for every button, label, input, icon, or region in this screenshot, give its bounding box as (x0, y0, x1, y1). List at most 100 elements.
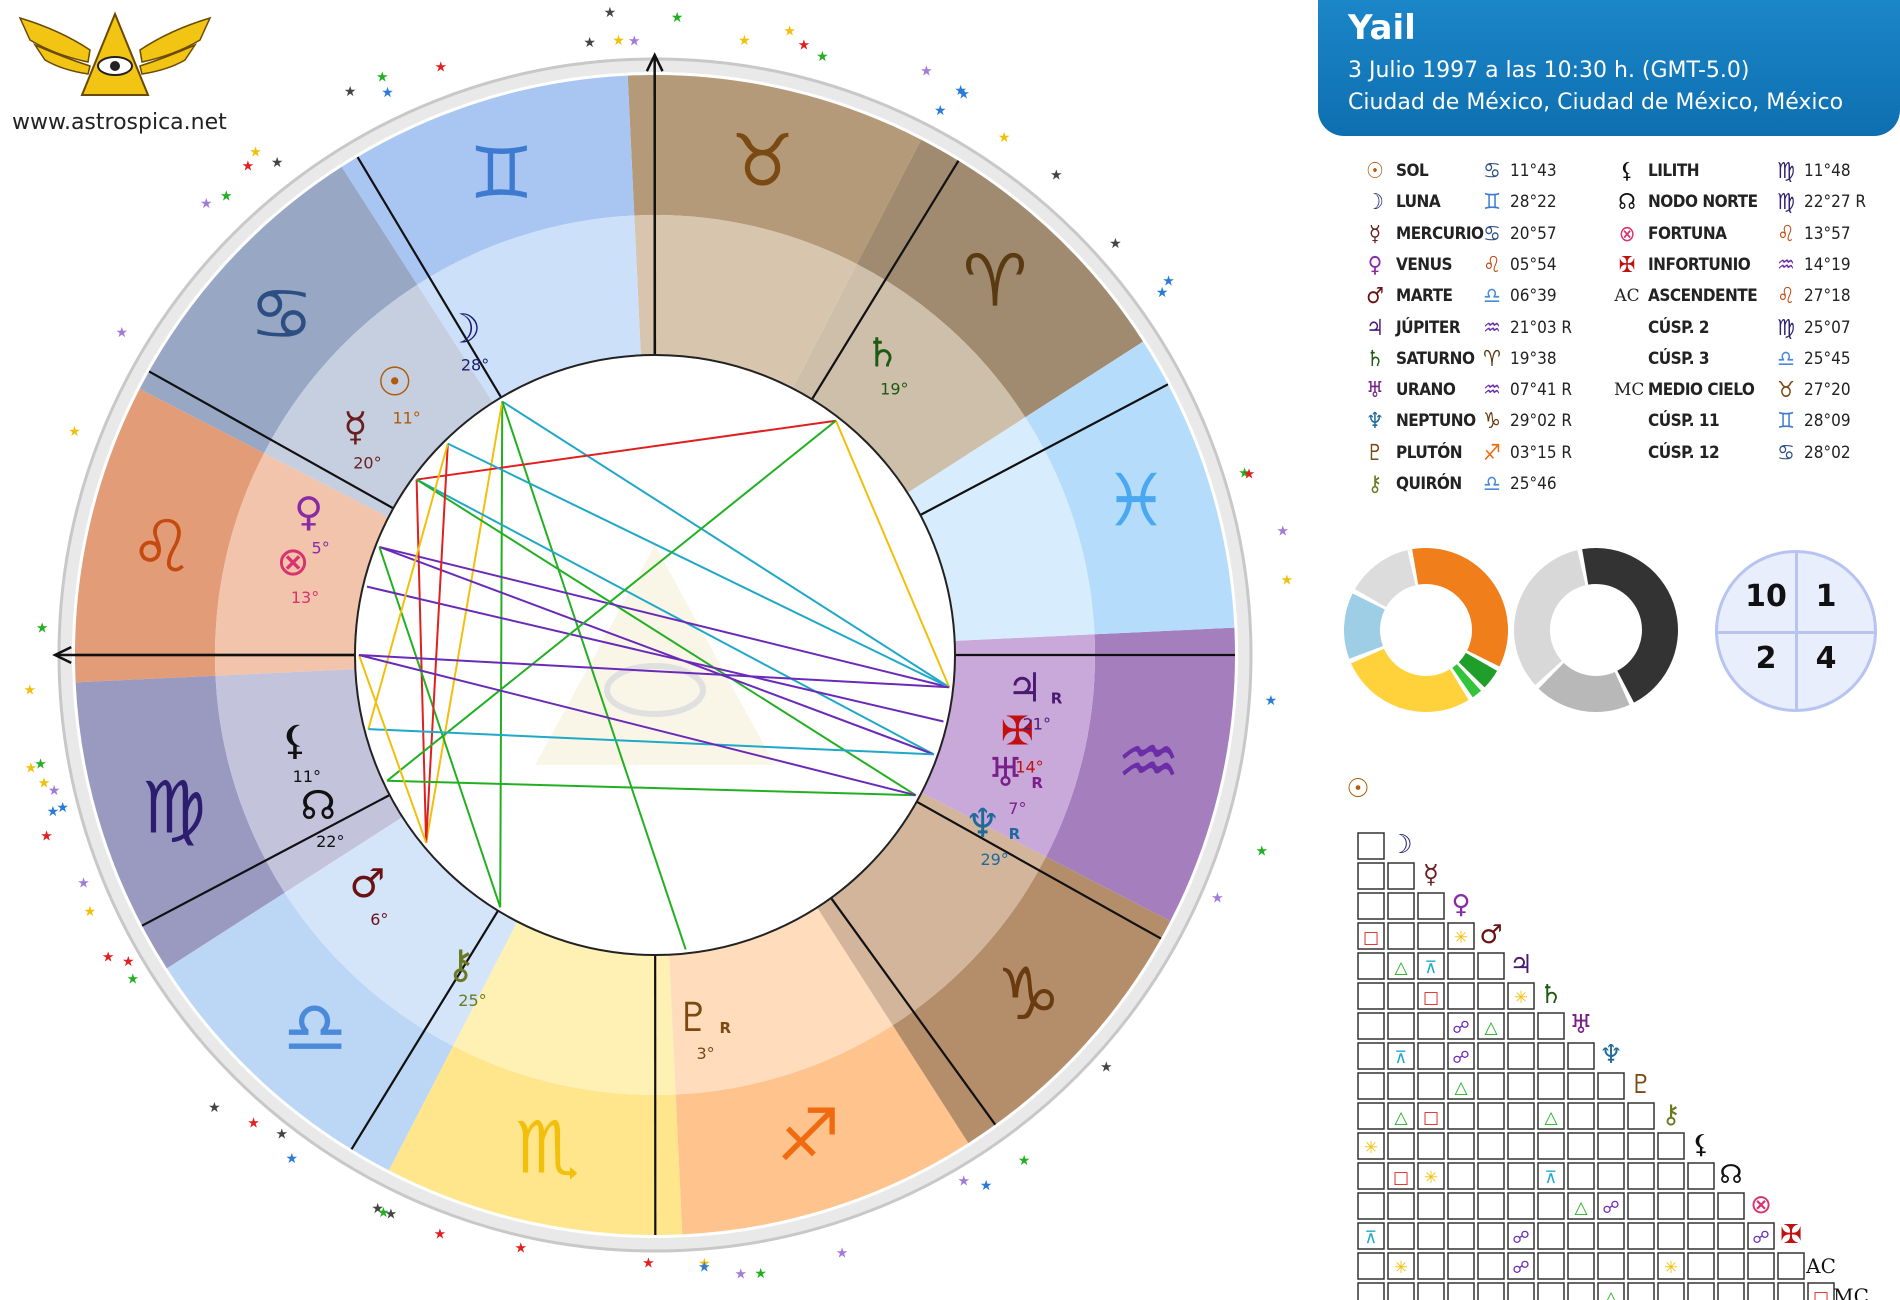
taurus-icon: ♉ (1777, 378, 1795, 404)
aspect-grid-glyph: ☽ (1389, 830, 1412, 860)
planet-position: 28°02 (1804, 442, 1851, 463)
planet-position: 25°45 (1804, 348, 1851, 369)
aspect-cell (1387, 1072, 1415, 1100)
star-icon: ★ (1109, 236, 1122, 252)
aspect-line (368, 728, 934, 756)
aspect-cell (1537, 1132, 1565, 1160)
brand-logo[interactable]: www.astrospica.net (0, 0, 260, 150)
planet-row: AC ASCENDENTE ♌ 27°18 (1614, 281, 1874, 312)
uranus-icon[interactable]: ♅ 7° R (987, 750, 1043, 818)
planet-row: ♅ URANO ♒ 07°41 R (1362, 375, 1622, 406)
aries-icon: ♈ (963, 238, 1028, 322)
quadrant-count-4: 4 (1815, 641, 1837, 676)
house-band-segment (817, 792, 1046, 1026)
aspect-line (425, 443, 449, 843)
north-node-icon[interactable]: ☊ 22° (301, 783, 345, 851)
aspect-cell (1387, 1222, 1415, 1250)
aspect-cell (1357, 1252, 1385, 1280)
donut-segment (1354, 550, 1416, 608)
infortune-icon[interactable]: ✠ 14° (1001, 709, 1044, 777)
aspect-symbol: ✳ (1454, 928, 1468, 948)
saturn-icon[interactable]: ♄ 19° (864, 331, 908, 399)
aspect-cell (1687, 1222, 1715, 1250)
aspect-cell (1747, 1222, 1775, 1250)
aspect-grid-glyph: ✠ (1780, 1220, 1802, 1250)
aspect-cell (1627, 1102, 1655, 1130)
jupiter-icon[interactable]: ♃ 21°R (1007, 665, 1063, 733)
aspect-cell (1477, 1042, 1505, 1070)
venus-icon: ♀ (1367, 252, 1383, 278)
venus-icon-glyph: ♀ (294, 489, 323, 535)
chiron-icon-glyph: ⚷ (446, 942, 475, 988)
saturn-icon-glyph: ♄ (864, 331, 900, 377)
star-icon: ★ (628, 33, 641, 49)
aspect-cell (1567, 1132, 1595, 1160)
star-icon: ★ (40, 828, 53, 844)
virgo-icon: ♍ (1777, 159, 1795, 184)
planet-degree: 13° (291, 588, 319, 607)
star-icon: ★ (1100, 1059, 1113, 1075)
star-icon: ★ (271, 155, 284, 171)
aspect-cell (1357, 1072, 1385, 1100)
aspect-cell (1477, 982, 1505, 1010)
sun-icon[interactable]: ☉ 11° (377, 359, 421, 427)
star-icon: ★ (208, 1100, 221, 1116)
aspect-cell (1537, 1162, 1565, 1190)
star-icon: ★ (1256, 843, 1269, 859)
aspect-cell (1627, 1162, 1655, 1190)
aspect-line (386, 419, 837, 782)
star-icon: ★ (1211, 890, 1224, 906)
star-icon: ★ (514, 1241, 527, 1257)
moon-icon[interactable]: ☽ 28° (445, 306, 489, 374)
mars-icon[interactable]: ♂ 6° (349, 861, 388, 929)
planet-row: MC MEDIO CIELO ♉ 27°20 (1614, 375, 1874, 406)
aspect-cell (1357, 922, 1385, 950)
aspect-cell (1507, 1012, 1535, 1040)
aspect-cell (1567, 1282, 1595, 1300)
star-icon: ★ (698, 1256, 711, 1272)
brand-url[interactable]: www.astrospica.net (12, 110, 227, 135)
house-cusp-line (141, 794, 391, 927)
aspect-symbol: ☍ (1452, 1048, 1469, 1068)
aspect-cell (1507, 1102, 1535, 1130)
planet-name: MEDIO CIELO (1648, 380, 1755, 401)
aspect-cell (1447, 1072, 1475, 1100)
house-band-segment (264, 284, 493, 518)
neptune-icon[interactable]: ♆ 29°R (965, 801, 1021, 869)
sign-ring-segment (75, 675, 285, 969)
aspect-cell (1477, 1072, 1505, 1100)
aspect-cell (1357, 1162, 1385, 1190)
infortune-icon: ✠ (1618, 252, 1636, 278)
aspect-cell (1417, 982, 1445, 1010)
star-icon: ★ (77, 876, 90, 892)
star-icon: ★ (583, 35, 596, 51)
aspect-cell (1447, 1192, 1475, 1220)
aspect-line (447, 442, 950, 689)
fortune-icon[interactable]: ⊗ 13° (276, 539, 319, 607)
pluto-icon[interactable]: ♇ 3° R (676, 995, 732, 1063)
chiron-icon[interactable]: ⚷ 25° (446, 942, 487, 1010)
planet-name: MERCURIO (1396, 223, 1484, 244)
lilith-icon[interactable]: ⚸ 11° (280, 718, 321, 786)
house-cusp-line (916, 800, 1162, 940)
aquarius-icon: ♒ (1483, 315, 1501, 341)
aspect-cell (1597, 1102, 1625, 1130)
mercury-icon[interactable]: ☿ 20° (343, 405, 381, 473)
aspect-cell (1477, 1222, 1505, 1250)
star-icon: ★ (200, 196, 213, 212)
aspect-cell (1507, 1162, 1535, 1190)
aspect-cell (1537, 1102, 1565, 1130)
planet-name: NEPTUNO (1396, 411, 1476, 432)
star-icon: ★ (1243, 466, 1256, 482)
cancer-icon: ♋ (1777, 440, 1795, 466)
star-icon: ★ (247, 1115, 260, 1131)
sign-ring-segment (74, 388, 265, 683)
donut-segment (1582, 548, 1678, 703)
aspect-cell (1417, 1162, 1445, 1190)
sagittarius-icon: ♐ (776, 1093, 841, 1177)
aspect-cell (1477, 1012, 1505, 1040)
aspect-cell (1537, 1282, 1565, 1300)
venus-icon[interactable]: ♀ 5° (294, 489, 330, 557)
house-cusp-line (350, 910, 499, 1150)
planet-row: ♄ SATURNO ♈ 19°38 (1362, 344, 1622, 375)
